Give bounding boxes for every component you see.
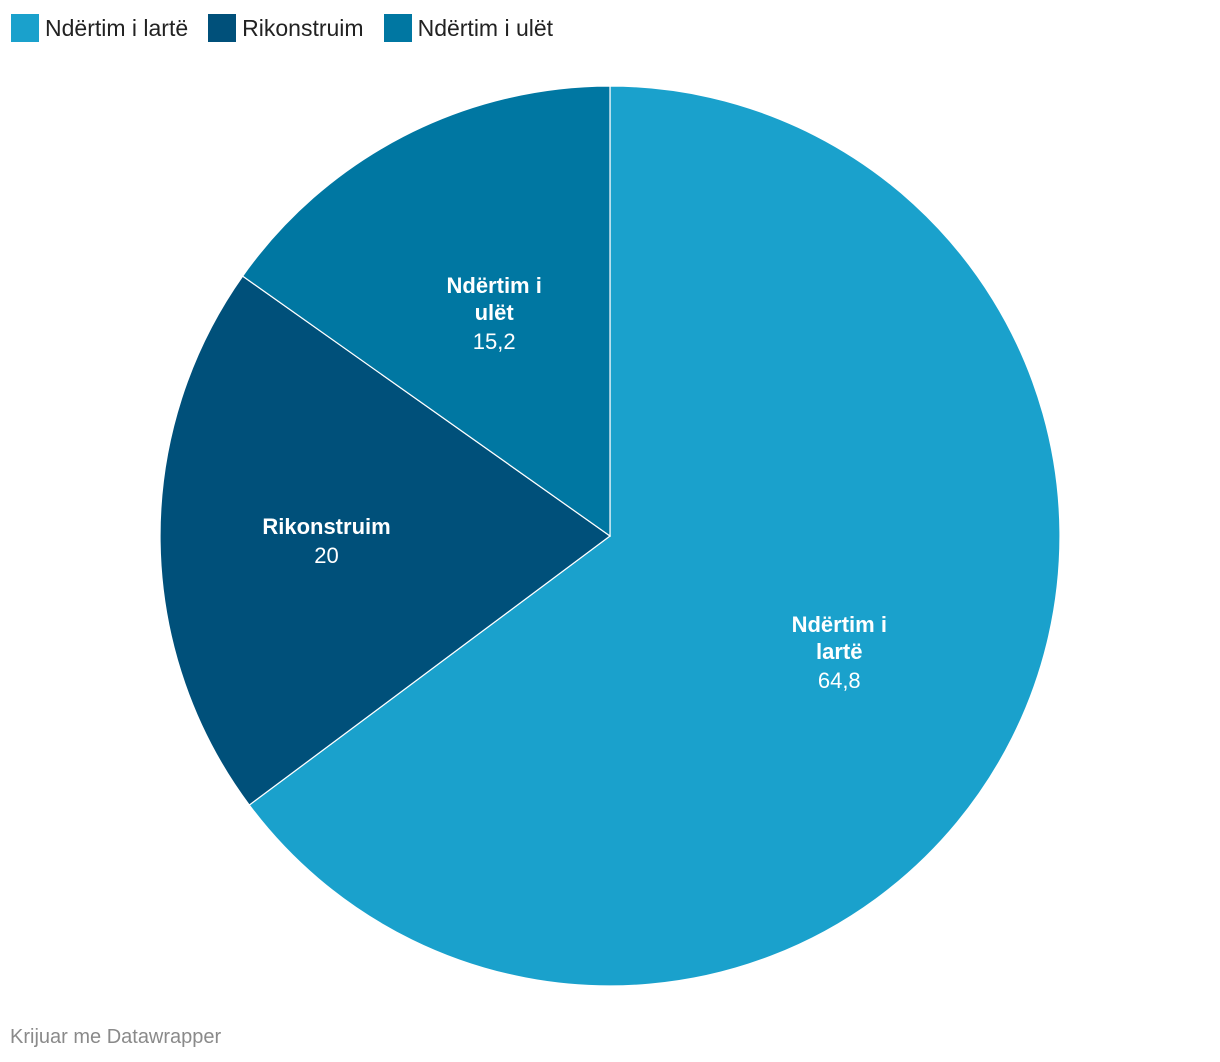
footer-credit: Krijuar me Datawrapper bbox=[10, 1026, 222, 1048]
legend-item-rikonstruim[interactable]: Rikonstruim bbox=[208, 14, 364, 42]
pie-slice-ndertim-i-ulet[interactable] bbox=[241, 85, 611, 538]
legend-swatch-rikonstruim bbox=[208, 14, 237, 42]
legend-label-ndertim-i-ulet: Ndërtim i ulët bbox=[417, 14, 554, 41]
slice-value-label-rikonstruim: 20 bbox=[314, 543, 338, 568]
chart-legend: Ndërtim i lartë Rikonstruim Ndërtim i ul… bbox=[11, 12, 553, 44]
legend-swatch-ndertim-i-ulet bbox=[383, 14, 412, 42]
legend-swatch-ndertim-i-larte bbox=[11, 14, 39, 42]
slice-label-ndertim-i-larte: Ndërtim i lartë 64,8 bbox=[792, 612, 887, 693]
legend-label-ndertim-i-larte: Ndërtim i lartë bbox=[45, 14, 189, 41]
legend-label-rikonstruim: Rikonstruim bbox=[242, 14, 364, 41]
slice-name-label-rikonstruim: Rikonstruim bbox=[262, 514, 390, 539]
legend-item-ndertim-i-larte[interactable]: Ndërtim i lartë bbox=[11, 14, 188, 42]
slice-label-ndertim-i-ulet: Ndërtim i ulët 15,2 bbox=[447, 273, 542, 354]
slice-name-label-ndertim-i-larte: Ndërtim i lartë bbox=[792, 612, 887, 664]
slice-label-rikonstruim: Rikonstruim 20 bbox=[262, 514, 390, 568]
pie-slice-rikonstruim[interactable] bbox=[159, 275, 612, 806]
slice-value-label-ndertim-i-larte: 64,8 bbox=[818, 668, 861, 693]
pie-slice-ndertim-i-larte[interactable] bbox=[248, 85, 1061, 987]
legend-item-ndertim-i-ulet[interactable]: Ndërtim i ulët bbox=[383, 14, 554, 42]
slice-value-label-ndertim-i-ulet: 15,2 bbox=[473, 329, 516, 354]
slice-name-label-ndertim-i-ulet: Ndërtim i ulët bbox=[447, 273, 542, 325]
